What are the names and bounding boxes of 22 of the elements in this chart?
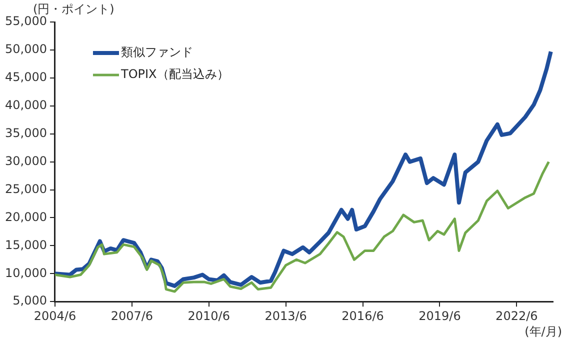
legend-label: TOPIX（配当込み） [120,67,229,82]
y-tick-label: 10,000 [4,266,47,280]
x-tick-label: 2016/6 [342,308,384,323]
y-tick-label: 5,000 [12,294,47,308]
x-tick-label: 2013/6 [264,308,307,323]
y-tick-label: 20,000 [4,210,47,224]
x-tick-label: 2022/6 [496,308,538,323]
x-tick-label: 2004/6 [34,308,76,323]
legend-label: 類似ファンド [120,45,193,60]
y-tick-label: 15,000 [4,238,47,252]
y-tick-label: 50,000 [4,42,47,56]
y-tick-label: 25,000 [4,182,47,196]
y-tick-label: 40,000 [4,98,47,112]
x-tick-label: 2010/6 [188,308,230,323]
y-axis-title: (円・ポイント) [32,2,114,16]
y-tick-label: 45,000 [4,70,47,84]
y-tick-label: 30,000 [4,154,47,168]
x-tick-label: 2007/6 [110,308,154,323]
y-tick-label: 55,000 [4,14,47,28]
x-axis-title: (年/月) [524,324,562,339]
x-tick-label: 2019/6 [418,308,461,323]
y-tick-label: 35,000 [4,126,47,140]
